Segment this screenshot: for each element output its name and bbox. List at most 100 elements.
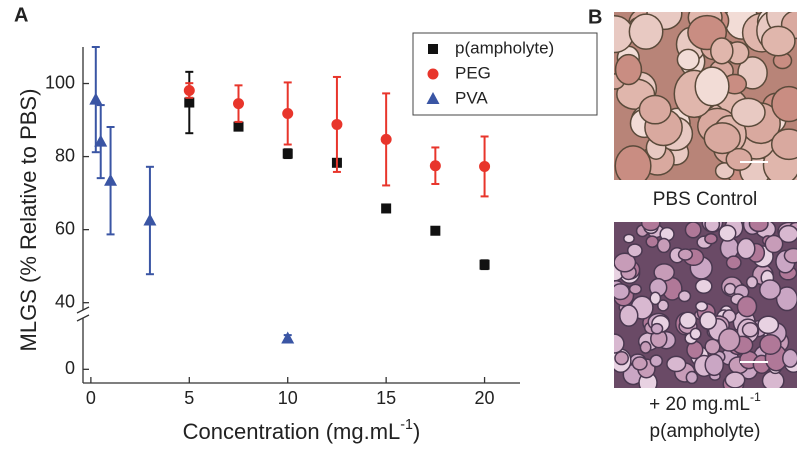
cell (699, 311, 718, 330)
cell (678, 311, 698, 330)
cell (676, 48, 700, 71)
data-point (104, 173, 118, 186)
cell (666, 355, 687, 373)
data-point (381, 203, 392, 214)
cell (718, 224, 737, 242)
cell (645, 235, 659, 248)
cell (639, 340, 652, 354)
cell (730, 97, 766, 128)
cell (704, 222, 721, 233)
cell (614, 333, 625, 354)
cell (736, 237, 756, 260)
data-point (89, 92, 103, 105)
image-caption: PBS Control (653, 189, 758, 210)
cell (649, 354, 663, 368)
cell (677, 248, 694, 261)
data-point (282, 107, 294, 119)
legend-box (412, 32, 598, 116)
cell (771, 85, 797, 123)
micrograph-cells (614, 222, 797, 388)
data-point (380, 133, 392, 145)
cell (694, 278, 713, 294)
cell (775, 286, 797, 312)
axis-break (76, 314, 90, 322)
data-point (429, 160, 441, 172)
cell (685, 370, 699, 385)
cell (704, 338, 721, 355)
data-point (331, 118, 343, 130)
cell (619, 304, 639, 327)
cell (703, 122, 741, 155)
x-axis-title-text: Concentration (mg.mL (183, 419, 401, 444)
cell (614, 53, 643, 86)
cell (770, 128, 797, 161)
cell (614, 145, 652, 180)
image-caption-sup: -1 (750, 390, 761, 404)
data-point (479, 259, 490, 270)
legend-marker (427, 68, 439, 80)
cell (684, 222, 702, 239)
legend-label: PVA (455, 88, 488, 107)
cell (689, 327, 702, 341)
cell (741, 322, 759, 338)
cell (704, 233, 718, 245)
panel-label: B (588, 6, 602, 28)
cell (628, 283, 642, 295)
cell (623, 233, 635, 244)
cell (614, 350, 629, 366)
cell (745, 275, 759, 289)
y-tick-label: 0 (65, 358, 75, 378)
data-point (94, 134, 108, 147)
legend-marker (428, 44, 438, 54)
cell (760, 25, 796, 57)
cell (638, 94, 672, 125)
data-point (281, 331, 295, 344)
cell (656, 237, 671, 254)
cell (677, 290, 692, 303)
x-tick-label: 15 (376, 388, 396, 408)
cell (748, 222, 769, 233)
cell (628, 13, 664, 50)
data-point (430, 225, 441, 236)
cell (724, 371, 746, 388)
cell (626, 243, 643, 258)
data-point (143, 213, 157, 226)
y-tick-label: 80 (55, 145, 75, 165)
x-axis-title-tail: ) (413, 419, 420, 444)
cell (757, 315, 780, 335)
cell (759, 333, 782, 355)
cell (694, 66, 730, 107)
cell (709, 37, 734, 65)
data-point (233, 98, 245, 110)
y-tick-label: 100 (45, 72, 75, 92)
image-caption-text: + 20 mg.mL (649, 394, 750, 415)
legend-label: PEG (455, 63, 491, 82)
legend-label: p(ampholyte) (455, 38, 554, 57)
cell (725, 255, 742, 270)
legend-marker (426, 92, 440, 104)
data-point (184, 97, 195, 108)
cell (704, 353, 724, 377)
cell (614, 283, 630, 301)
cell (782, 348, 797, 368)
cell (631, 356, 648, 371)
x-tick-label: 10 (278, 388, 298, 408)
data-point (233, 121, 244, 132)
cell (650, 322, 664, 335)
cell (695, 300, 709, 312)
cell (657, 299, 670, 312)
cell (718, 327, 741, 352)
x-axis-title: Concentration (mg.mL-1) (183, 417, 421, 444)
data-point (479, 160, 491, 172)
cell (761, 370, 785, 388)
image-caption: + 20 mg.mL-1 (649, 390, 761, 415)
data-point (183, 84, 195, 96)
cell (725, 147, 753, 171)
x-tick-label: 0 (86, 388, 96, 408)
x-axis-title-sup: -1 (400, 417, 413, 433)
axis-break (76, 306, 90, 314)
data-point (282, 148, 293, 159)
cell (649, 291, 662, 306)
panel-label: A (14, 4, 28, 26)
